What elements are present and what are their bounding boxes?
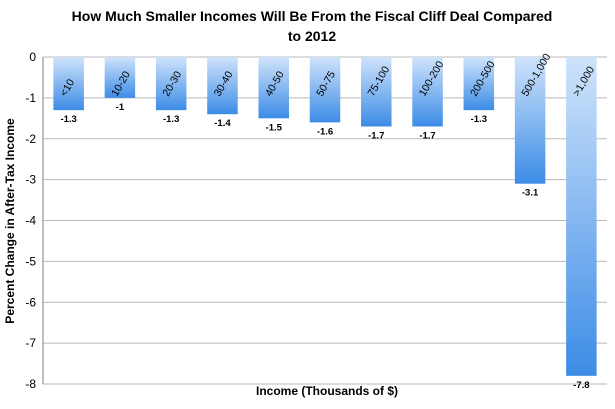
y-tick-label: -5 [25,254,36,268]
data-label: -3.1 [522,188,539,199]
bar [514,57,546,184]
bar [463,57,495,111]
y-tick-label: 0 [29,50,36,64]
data-label: -1.4 [214,118,231,129]
y-tick-label: -3 [25,173,36,187]
data-label: -1.3 [163,114,179,125]
gridlines [42,56,607,385]
x-axis-title: Income (Thousands of $) [256,384,398,398]
y-tick-label: -8 [25,377,36,391]
y-tick-label: -7 [25,336,36,350]
bars [53,57,597,376]
y-tick-label: -6 [25,295,36,309]
bar [258,57,289,119]
y-axis-ticks: 0 -1 -2 -3 -4 -5 -6 -7 -8 [25,50,36,391]
bar [53,57,84,111]
y-tick-label: -1 [25,91,36,105]
data-label: -1.7 [419,130,435,141]
data-label: -1.5 [266,122,283,133]
data-label: -1.3 [60,114,76,125]
data-label: -7.8 [573,380,589,391]
bar [309,57,341,123]
bar [104,57,136,98]
bar [412,57,443,127]
bar [566,57,597,376]
data-labels: -1.3 -1 -1.3 -1.4 -1.5 -1.6 -1.7 -1.7 -1.3 -3.1 -7… [60,102,589,391]
bar [207,57,238,115]
data-label: -1 [116,102,125,113]
bar [155,57,187,111]
y-tick-label: -2 [25,132,36,146]
y-tick-label: -4 [25,214,36,228]
data-label: -1.6 [317,126,333,137]
chart-title-line2: to 2012 [288,28,336,44]
y-axis-title: Percent Change in After-Tax Income [3,118,17,324]
data-label: -1.3 [471,114,487,125]
chart-title-line1: How Much Smaller Incomes Will Be From th… [72,8,553,24]
bar [361,57,392,127]
data-label: -1.7 [368,130,384,141]
